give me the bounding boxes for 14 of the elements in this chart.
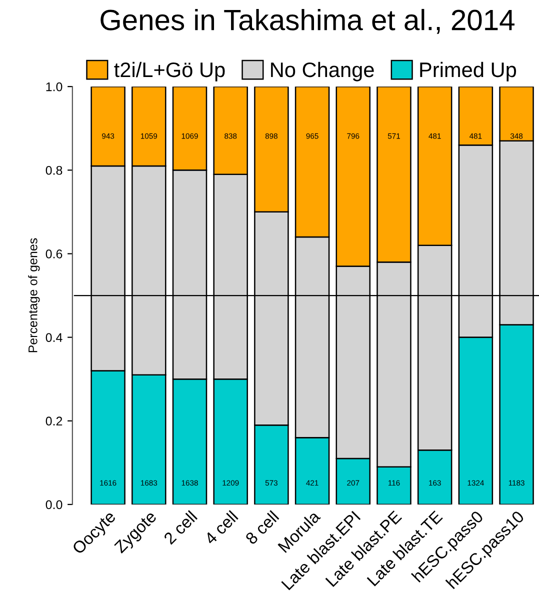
y-tick-label: 0.4 [46,333,62,342]
y-tick-label: 0.6 [46,250,62,258]
x-tick-label: 2 cell [162,510,198,545]
y-tick-label: 0.8 [46,166,62,175]
chart-title: Genes in Takashima et al., 2014 [100,8,514,34]
y-tick-label: 0.0 [46,500,62,510]
y-tick-label: 0.2 [46,416,62,426]
x-tick-label: 4 cell [203,510,238,546]
y-axis-title: Percentage of genes [28,238,40,352]
y-tick-label: 1.0 [46,82,62,92]
x-tick-label: 8 cell [244,510,280,545]
legend-label: t2i/L+Gö Up [114,62,225,82]
legend-label: No Change [271,62,374,82]
legend-label: Primed Up [420,62,516,82]
